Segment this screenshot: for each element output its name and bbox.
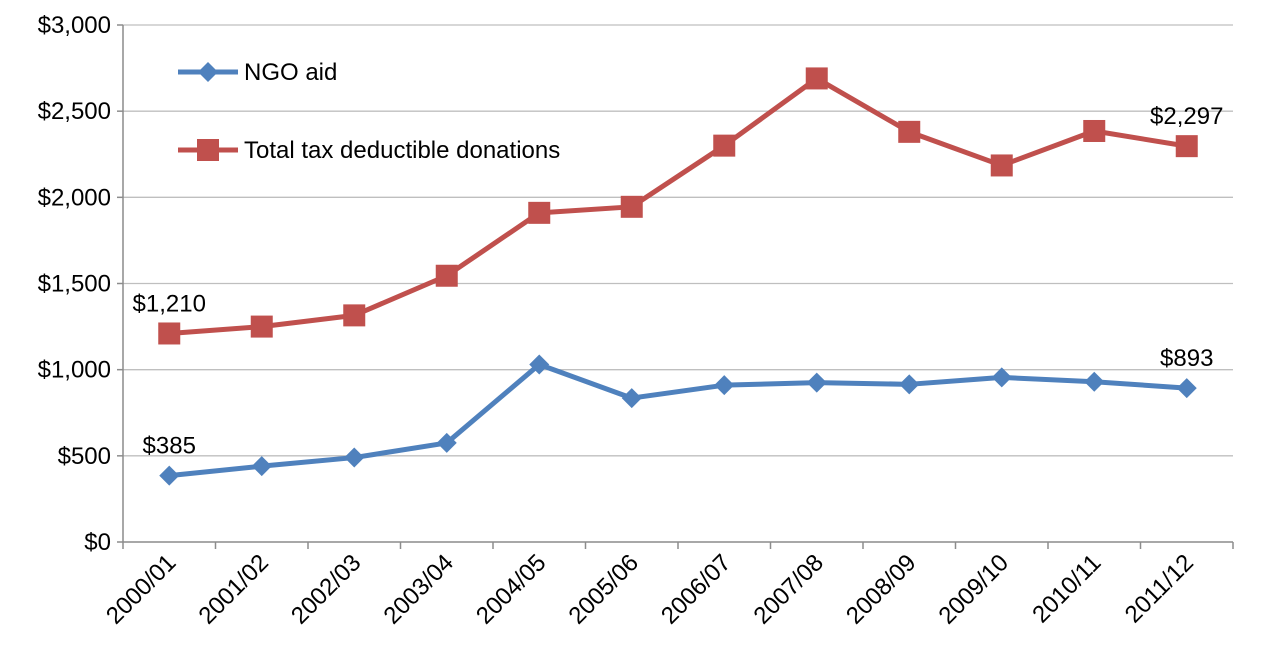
y-tick-label-6: $3,000 [38, 12, 111, 39]
series-line-1 [169, 75, 1188, 336]
series-1-point-7 [805, 67, 828, 90]
series-0-point-11 [1176, 378, 1197, 399]
series-line-0 [168, 361, 1187, 479]
series-1-point-3 [435, 264, 458, 287]
series-0 [159, 354, 1197, 486]
x-tick-label-10: 2010/11 [1027, 549, 1106, 628]
y-tick-label-1: $500 [58, 443, 111, 470]
x-tick-label-2: 2002/03 [286, 549, 366, 629]
series-0-point-7 [806, 372, 827, 393]
series-0-point-1 [251, 456, 272, 477]
y-tick-label-5: $2,500 [38, 98, 111, 125]
series-0-point-2 [344, 447, 365, 468]
series-1-point-2 [343, 304, 366, 327]
x-tick-label-9: 2009/10 [934, 549, 1014, 629]
x-tick-label-0: 2000/01 [101, 549, 181, 629]
data-label-0: $385 [143, 433, 196, 460]
legend-item-0: NGO aid [178, 59, 337, 86]
y-axis-ticks: $0 $500 $1,000 $1,500 $2,000 $2,500 $3,000 [38, 12, 123, 556]
legend-item-1: Total tax deductible donations [178, 137, 560, 164]
data-label-3: $2,297 [1150, 103, 1223, 130]
y-tick-label-0: $0 [84, 529, 111, 556]
data-labels: $385 $893 $1,210 $2,297 [133, 103, 1224, 460]
series-0-point-8 [899, 374, 920, 395]
series-1-point-6 [713, 134, 736, 157]
x-tick-label-6: 2006/07 [656, 549, 736, 629]
series-1-point-5 [620, 195, 643, 218]
x-axis-ticks: 2000/01 2001/02 2002/03 2003/04 2004/05 2005/… [101, 542, 1234, 630]
x-tick-label-7: 2007/08 [749, 549, 829, 629]
x-tick-label-8: 2008/09 [841, 549, 921, 629]
series-1-point-1 [250, 315, 273, 338]
series-1 [158, 67, 1198, 345]
gridlines [123, 24, 1233, 457]
legend-swatch-marker-1 [197, 139, 219, 161]
series-0-point-3 [436, 432, 457, 453]
x-tick-label-11: 2011/12 [1120, 549, 1199, 628]
x-tick-label-1: 2001/02 [194, 549, 274, 629]
x-tick-label-4: 2004/05 [471, 549, 551, 629]
legend-swatch-marker-0 [198, 62, 218, 82]
series-0-point-9 [991, 367, 1012, 388]
series-layer [158, 67, 1198, 486]
y-tick-label-3: $1,500 [38, 271, 111, 298]
series-0-point-5 [621, 388, 642, 409]
series-0-point-10 [1084, 371, 1105, 392]
series-1-point-11 [1175, 135, 1198, 158]
series-1-point-0 [158, 322, 181, 345]
series-1-point-4 [528, 201, 551, 224]
series-0-point-4 [529, 354, 550, 375]
series-0-point-6 [714, 375, 735, 396]
series-1-point-8 [898, 120, 921, 143]
series-1-point-10 [1083, 119, 1106, 142]
x-tick-label-3: 2003/04 [379, 549, 459, 629]
x-tick-label-5: 2005/06 [564, 549, 644, 629]
data-label-2: $1,210 [133, 290, 206, 317]
series-0-point-0 [159, 465, 180, 486]
series-1-point-9 [990, 154, 1013, 177]
legend-label-0: NGO aid [244, 59, 337, 86]
y-tick-label-4: $2,000 [38, 184, 111, 211]
y-tick-label-2: $1,000 [38, 357, 111, 384]
legend-label-1: Total tax deductible donations [244, 137, 560, 164]
data-label-1: $893 [1160, 345, 1213, 372]
legend: NGO aid Total tax deductible donations [178, 59, 560, 164]
